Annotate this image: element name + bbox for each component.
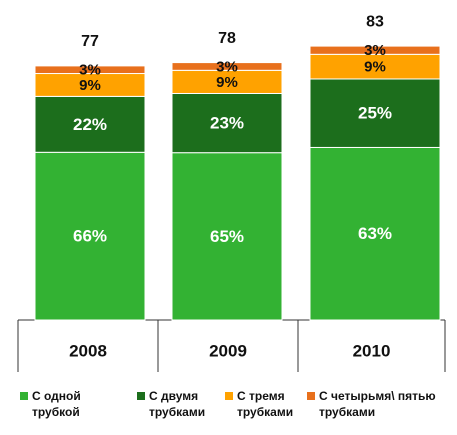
x-tick-label: 2010: [353, 341, 391, 360]
total-label: 78: [218, 30, 236, 47]
segment-label: 9%: [364, 59, 386, 76]
legend-swatch: [225, 392, 233, 400]
bar-segment: [171, 152, 283, 321]
legend-label: С четырьмя\ пятью трубками: [319, 389, 436, 419]
bar-segment: [34, 95, 146, 153]
segment-label: 22%: [73, 115, 107, 134]
bar-segment: [309, 45, 441, 55]
bar-segment: [34, 151, 146, 321]
legend: С одной трубкой С двумя трубками С тремя т…: [0, 388, 457, 433]
bar-segment: [309, 53, 441, 80]
chart: 66%22%9%3%77200865%23%9%3%78200963%25%9%…: [17, 13, 446, 372]
total-label: 83: [366, 13, 384, 30]
x-tick-label: 2009: [209, 341, 247, 360]
segment-label: 3%: [216, 58, 238, 75]
x-tick-label: 2008: [69, 341, 107, 360]
segment-label: 65%: [210, 227, 244, 246]
bar-segment: [309, 78, 441, 148]
segment-label: 23%: [210, 114, 244, 133]
segment-label: 63%: [358, 224, 392, 243]
segment-label: 3%: [79, 62, 101, 79]
legend-label: С двумя трубками: [149, 389, 206, 419]
segment-label: 9%: [79, 77, 101, 94]
segment-label: 25%: [358, 104, 392, 123]
legend-label: С одной трубкой: [32, 389, 81, 419]
segment-label: 9%: [216, 74, 238, 91]
segment-label: 3%: [364, 42, 386, 59]
segment-label: 66%: [73, 227, 107, 246]
total-label: 77: [81, 33, 99, 50]
legend-label: С тремя трубками: [237, 389, 294, 419]
legend-swatch: [137, 392, 145, 400]
legend-swatch: [307, 392, 315, 400]
bar-segment: [309, 146, 441, 321]
bar-segment: [34, 65, 146, 75]
bar-segment: [171, 92, 283, 154]
legend-swatch: [20, 392, 28, 400]
bar-segment: [171, 62, 283, 71]
